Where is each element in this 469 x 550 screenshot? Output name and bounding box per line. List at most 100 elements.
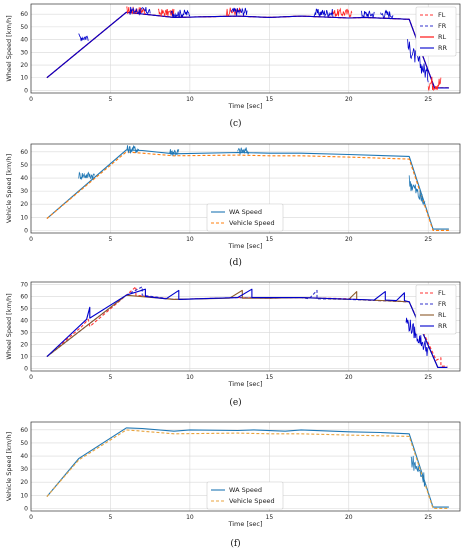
x-axis-label: Time [sec]	[227, 380, 262, 388]
noise-burst	[405, 317, 429, 357]
series-line-vehicle-speed	[46, 151, 449, 231]
chart-panel-f: 0 5 10 15 20 25 0 10 20 30 40 50 60 Time [sec] Vehicle…	[5, 421, 461, 549]
legend-box	[415, 284, 457, 335]
y-tick-label: 0	[24, 227, 28, 234]
series-line-rl	[46, 289, 448, 368]
panel-caption: (e)	[229, 397, 241, 408]
noise-burst	[170, 9, 191, 18]
y-tick-label: 10	[20, 75, 28, 82]
legend-entry: WA Speed	[229, 208, 262, 216]
chart-panel-d: 0 5 10 15 20 25 0 10 20 30 40 50 60 Time [sec] Vehicle…	[5, 143, 461, 268]
plot-frame	[30, 281, 461, 372]
series-line-rr	[46, 288, 448, 368]
noise-burst	[78, 171, 95, 181]
noise-burst	[427, 76, 442, 92]
y-tick-label: 30	[20, 49, 28, 56]
legend: FL FR RL RR	[415, 6, 457, 57]
panel-caption: (f)	[230, 538, 240, 549]
y-tick-label: 40	[20, 37, 28, 44]
y-axis-label: Vehicle Speed [km/h]	[5, 154, 13, 223]
y-axis-label: Wheel Speed [km/h]	[5, 293, 13, 359]
panel-caption: (d)	[229, 257, 242, 268]
y-axis-label: Vehicle Speed [km/h]	[5, 432, 13, 501]
x-tick-label: 20	[345, 96, 353, 103]
noise-burst	[361, 10, 375, 18]
noise-burst	[313, 8, 334, 18]
noise-burst	[410, 455, 426, 487]
noise-burst	[380, 9, 394, 20]
legend: WA Speed Vehicle Speed	[206, 203, 284, 232]
x-tick-label: 5	[109, 96, 113, 103]
y-tick-label: 60	[20, 293, 28, 300]
y-tick-label: 30	[20, 330, 28, 337]
noise-burst	[237, 147, 250, 155]
legend-box	[206, 203, 284, 232]
noise-burst	[332, 7, 353, 18]
plot-area	[46, 145, 449, 231]
y-tick-label: 50	[20, 162, 28, 169]
y-tick-label: 20	[20, 342, 28, 349]
x-tick-label: 0	[29, 96, 33, 103]
noise-burst	[129, 6, 151, 16]
legend: FL FR RL RR	[415, 284, 457, 335]
noise-burst	[408, 175, 426, 206]
x-tick-label: 15	[266, 374, 274, 381]
legend-box	[206, 481, 284, 510]
y-tick-label: 0	[24, 366, 28, 373]
y-tick-label: 50	[20, 440, 28, 447]
series-line-rl	[46, 11, 449, 89]
plot-area	[46, 427, 449, 509]
series-line-wa-speed	[46, 427, 449, 508]
legend-entry: RL	[438, 311, 447, 319]
noise-burst	[78, 33, 89, 42]
plot-area	[46, 286, 448, 368]
legend-entry: FL	[438, 11, 446, 19]
legend-entry: RL	[438, 33, 447, 41]
x-tick-label: 20	[345, 236, 353, 243]
y-tick-label: 60	[20, 11, 28, 18]
legend-entry: FR	[438, 300, 447, 308]
panel-caption: (c)	[229, 118, 241, 129]
x-tick-label: 10	[186, 236, 194, 243]
y-tick-label: 10	[20, 214, 28, 221]
chart-panel-e: 0 5 10 15 20 25 0 10 20 30 40 50 60 70 Time [sec] Wheel…	[5, 281, 461, 408]
y-tick-label: 60	[20, 149, 28, 156]
y-tick-label: 30	[20, 188, 28, 195]
x-tick-label: 25	[424, 514, 432, 521]
y-tick-label: 30	[20, 466, 28, 473]
x-tick-label: 0	[29, 514, 33, 521]
y-tick-label: 50	[20, 24, 28, 31]
noise-burst	[126, 145, 140, 154]
y-tick-label: 0	[24, 87, 28, 94]
chart-panel-c: 0 5 10 15 20 25 0 10 20 30 40 50 60 Time [sec] Wheel S…	[5, 3, 461, 129]
legend-entry: FR	[438, 22, 447, 30]
x-tick-label: 10	[186, 374, 194, 381]
y-tick-label: 10	[20, 354, 28, 361]
x-tick-label: 10	[186, 514, 194, 521]
y-tick-label: 20	[20, 201, 28, 208]
x-tick-label: 5	[109, 514, 113, 521]
legend-entry: RR	[438, 44, 448, 52]
series-line-fr	[46, 286, 448, 368]
series-line-rr	[46, 11, 449, 89]
x-tick-label: 25	[424, 96, 432, 103]
x-tick-label: 0	[29, 236, 33, 243]
legend: WA Speed Vehicle Speed	[206, 481, 284, 510]
y-tick-label: 40	[20, 453, 28, 460]
x-axis-label: Time [sec]	[227, 520, 262, 528]
y-tick-label: 20	[20, 479, 28, 486]
noise-burst	[169, 149, 180, 157]
y-tick-label: 10	[20, 492, 28, 499]
x-axis-label: Time [sec]	[227, 242, 262, 250]
y-tick-label: 0	[24, 505, 28, 512]
series-line-fr	[46, 11, 449, 89]
x-tick-label: 5	[109, 236, 113, 243]
legend-entry: RR	[438, 322, 448, 330]
noise-burst	[407, 39, 429, 83]
x-tick-label: 15	[266, 236, 274, 243]
legend-entry: Vehicle Speed	[229, 497, 275, 505]
x-tick-label: 5	[109, 374, 113, 381]
y-tick-label: 60	[20, 427, 28, 434]
x-tick-label: 0	[29, 374, 33, 381]
